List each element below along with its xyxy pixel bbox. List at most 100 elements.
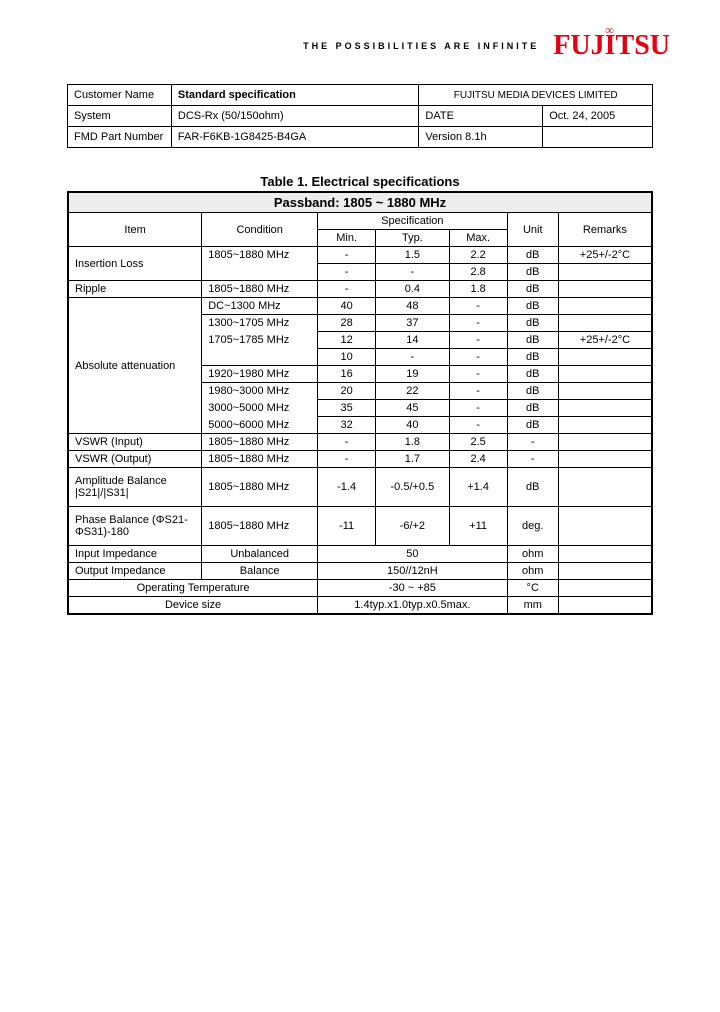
spec-max: - [449, 332, 507, 349]
spec-remark [558, 281, 652, 298]
spec-typ: - [376, 349, 450, 366]
spec-unit: ohm [507, 563, 558, 580]
spec-remark: +25+/-2°C [558, 332, 652, 349]
spec-typ: 14 [376, 332, 450, 349]
spec-min: 28 [318, 315, 376, 332]
spec-max: +1.4 [449, 468, 507, 507]
col-header: Specification [318, 213, 507, 230]
spec-min: 12 [318, 332, 376, 349]
spec-cond: DC~1300 MHz [202, 298, 318, 315]
spec-item: VSWR (Output) [68, 451, 202, 468]
spec-min: 10 [318, 349, 376, 366]
spec-cond: 5000~6000 MHz [202, 417, 318, 434]
col-header: Condition [202, 213, 318, 247]
spec-item: Device size [68, 597, 318, 615]
spec-max: - [449, 315, 507, 332]
spec-unit: dB [507, 417, 558, 434]
spec-remark [558, 451, 652, 468]
spec-typ: 1.5 [376, 247, 450, 264]
spec-unit: deg. [507, 507, 558, 546]
col-header: Item [68, 213, 202, 247]
spec-item: Absolute attenuation [68, 298, 202, 434]
spec-cond [202, 349, 318, 366]
spec-unit: dB [507, 281, 558, 298]
spec-max: 2.5 [449, 434, 507, 451]
spec-remark: +25+/-2°C [558, 247, 652, 264]
spec-unit: - [507, 451, 558, 468]
info-right-value: Oct. 24, 2005 [543, 106, 653, 127]
spec-remark [558, 264, 652, 281]
spec-max: - [449, 400, 507, 417]
spec-remark [558, 597, 652, 615]
spec-cond: 1920~1980 MHz [202, 366, 318, 383]
spec-remark [558, 417, 652, 434]
spec-cond: 1805~1880 MHz [202, 434, 318, 451]
spec-value: 50 [318, 546, 507, 563]
spec-cond: 3000~5000 MHz [202, 400, 318, 417]
spec-cond: 1805~1880 MHz [202, 247, 318, 264]
spec-item: Amplitude Balance |S21|/|S31| [68, 468, 202, 507]
spec-remark [558, 507, 652, 546]
spec-remark [558, 366, 652, 383]
spec-typ: 48 [376, 298, 450, 315]
spec-min: - [318, 434, 376, 451]
spec-typ: -0.5/+0.5 [376, 468, 450, 507]
spec-min: 16 [318, 366, 376, 383]
spec-item: Phase Balance (ΦS21-ΦS31)-180 [68, 507, 202, 546]
col-header: Typ. [376, 230, 450, 247]
spec-cond: 1805~1880 MHz [202, 507, 318, 546]
info-right-label: Version 8.1h [419, 127, 543, 148]
spec-remark [558, 400, 652, 417]
spec-remark [558, 546, 652, 563]
tagline: THE POSSIBILITIES ARE INFINITE [303, 41, 539, 51]
spec-cond [202, 264, 318, 281]
spec-cond: 1805~1880 MHz [202, 468, 318, 507]
spec-cond: 1980~3000 MHz [202, 383, 318, 400]
spec-cond: 1805~1880 MHz [202, 451, 318, 468]
spec-remark [558, 315, 652, 332]
col-header: Max. [449, 230, 507, 247]
spec-max: 1.8 [449, 281, 507, 298]
spec-unit: dB [507, 332, 558, 349]
spec-typ: 0.4 [376, 281, 450, 298]
spec-unit: dB [507, 366, 558, 383]
spec-table: Passband: 1805 ~ 1880 MHzItemConditionSp… [67, 191, 653, 615]
spec-min: 35 [318, 400, 376, 417]
spec-unit: - [507, 434, 558, 451]
info-table: Customer NameStandard specificationFUJIT… [67, 84, 653, 148]
info-label: FMD Part Number [68, 127, 172, 148]
page-header: THE POSSIBILITIES ARE INFINITE ∞ FUJITSU [0, 0, 720, 72]
info-label: Customer Name [68, 85, 172, 106]
spec-max: - [449, 383, 507, 400]
spec-max: - [449, 417, 507, 434]
spec-value: 1.4typ.x1.0typ.x0.5max. [318, 597, 507, 615]
spec-item: Insertion Loss [68, 247, 202, 281]
spec-cond: Balance [202, 563, 318, 580]
spec-unit: mm [507, 597, 558, 615]
spec-unit: dB [507, 468, 558, 507]
spec-cond: 1805~1880 MHz [202, 281, 318, 298]
spec-min: 32 [318, 417, 376, 434]
spec-unit: dB [507, 383, 558, 400]
spec-item: VSWR (Input) [68, 434, 202, 451]
spec-cond: 1705~1785 MHz [202, 332, 318, 349]
spec-value: 150//12nH [318, 563, 507, 580]
spec-typ: 22 [376, 383, 450, 400]
spec-typ: 37 [376, 315, 450, 332]
spec-remark [558, 383, 652, 400]
spec-table-title: Table 1. Electrical specifications [0, 174, 720, 189]
spec-max: - [449, 366, 507, 383]
spec-item: Ripple [68, 281, 202, 298]
spec-item: Operating Temperature [68, 580, 318, 597]
spec-item: Output Impedance [68, 563, 202, 580]
spec-item: Input Impedance [68, 546, 202, 563]
passband-header: Passband: 1805 ~ 1880 MHz [68, 192, 652, 213]
info-right: FUJITSU MEDIA DEVICES LIMITED [419, 85, 653, 106]
spec-cond: Unbalanced [202, 546, 318, 563]
spec-remark [558, 349, 652, 366]
col-header: Unit [507, 213, 558, 247]
spec-typ: 45 [376, 400, 450, 417]
spec-max: +11 [449, 507, 507, 546]
info-label: System [68, 106, 172, 127]
spec-typ: - [376, 264, 450, 281]
